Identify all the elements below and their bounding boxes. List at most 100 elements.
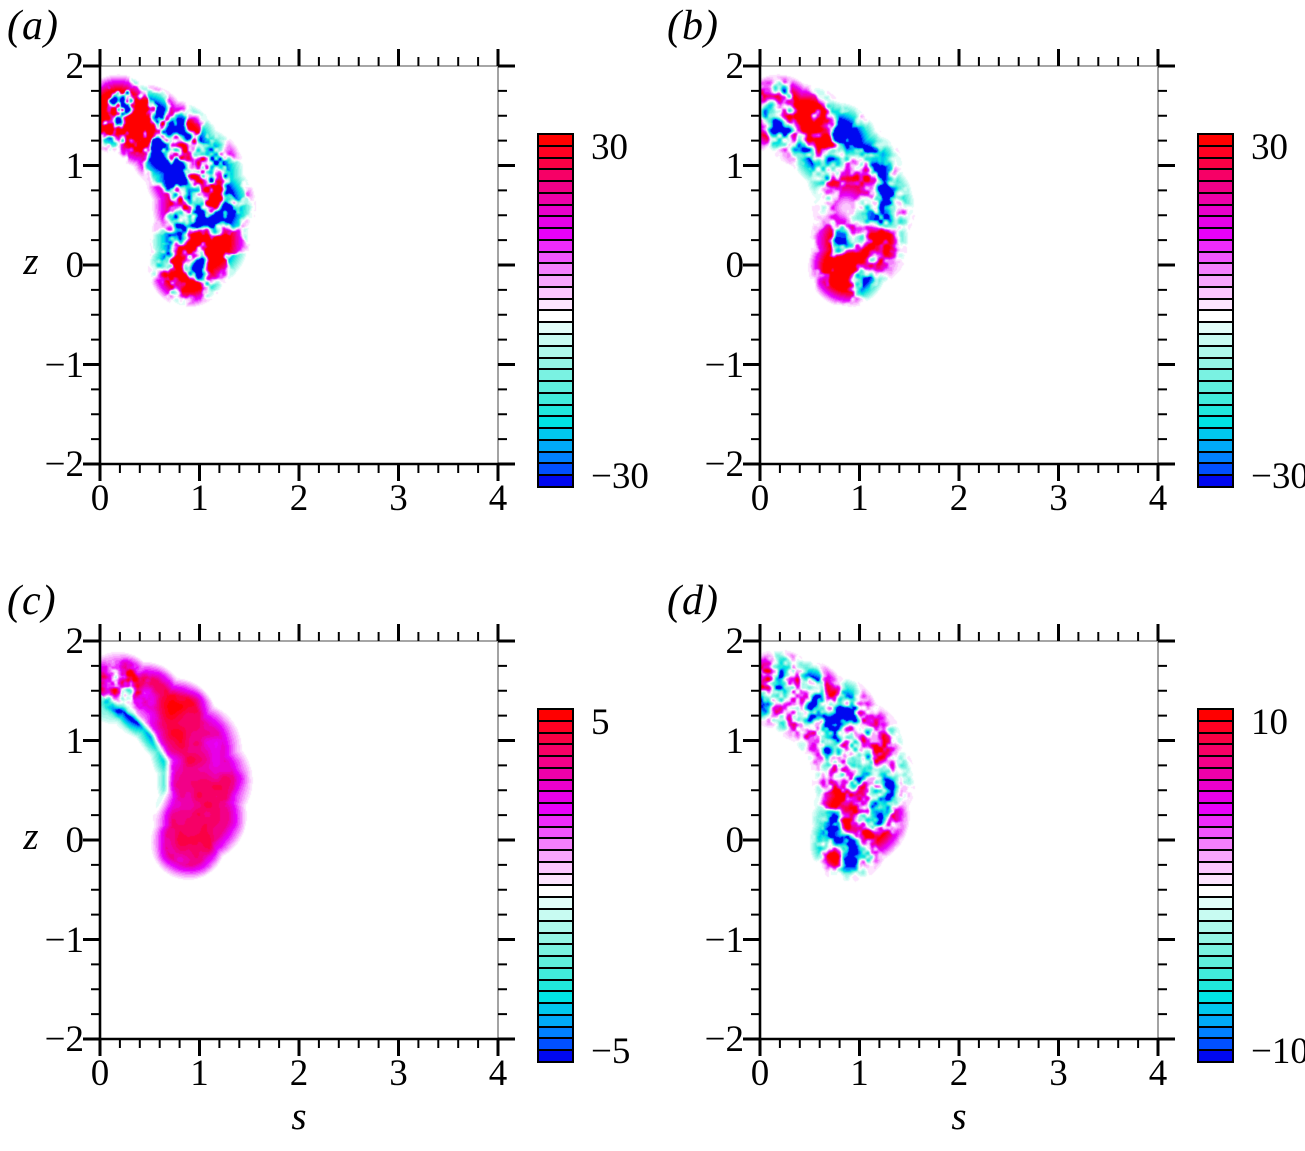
axes-frame-b: [743, 49, 1175, 481]
x-tick-label: 3: [1049, 478, 1068, 519]
colorbar-segment: [1199, 203, 1232, 216]
colorbar-segment: [539, 710, 572, 720]
y-tick-label: −2: [44, 1019, 84, 1060]
x-tick-label: 0: [750, 1053, 770, 1094]
colorbar-segment: [539, 919, 572, 932]
colorbar-segment: [539, 474, 572, 486]
colorbar-segment: [1199, 285, 1232, 298]
y-tick-label: −1: [44, 344, 84, 386]
colorbar-segment: [1199, 778, 1232, 791]
plot-area-b: [743, 49, 1175, 481]
plot-area-c: [83, 624, 515, 1056]
colorbar-segment: [539, 238, 572, 251]
colorbar-segment: [1199, 438, 1232, 451]
colorbar-segment: [1199, 450, 1232, 463]
x-tick-label: 4: [1148, 478, 1168, 519]
contour-field-canvas-c: [100, 641, 498, 1039]
colorbar-segment: [539, 227, 572, 239]
colorbar-segment: [1199, 755, 1232, 767]
panel-letter-d: (d): [667, 578, 719, 624]
colorbar-gradient-a: [537, 133, 574, 488]
colorbar-segment: [1199, 1049, 1232, 1061]
colorbar-segment: [1199, 849, 1232, 861]
colorbar-segment: [539, 297, 572, 310]
y-tick-label: −2: [704, 1019, 744, 1060]
y-axis-label-a: z: [23, 240, 39, 283]
colorbar-segment: [539, 368, 572, 381]
colorbar-segment: [1199, 1025, 1232, 1038]
colorbar-segment: [539, 825, 572, 838]
axes-frame-c: [83, 624, 515, 1056]
colorbar-segment: [539, 719, 572, 732]
colorbar-segment: [1199, 297, 1232, 310]
colorbar-segment: [539, 731, 572, 744]
colorbar-segment: [539, 790, 572, 803]
colorbar-segment: [539, 191, 572, 204]
colorbar-segment: [539, 415, 572, 428]
colorbar-segment: [1199, 719, 1232, 732]
colorbar-segment: [1199, 403, 1232, 416]
y-tick-label: −1: [704, 919, 744, 961]
colorbar-segment: [539, 872, 572, 885]
colorbar-segment: [539, 215, 572, 228]
colorbar-segment: [539, 778, 572, 791]
x-tick-label: 1: [850, 478, 869, 519]
colorbar-segment: [539, 168, 572, 181]
x-tick-label: 4: [488, 478, 508, 519]
colorbar-segment: [539, 144, 572, 157]
colorbar-min-label-a: −30: [591, 456, 649, 497]
colorbar-segment: [1199, 1013, 1232, 1026]
x-tick-label: 3: [1049, 1053, 1068, 1094]
colorbar-segment: [1199, 144, 1232, 157]
x-axis-label-c: s: [291, 1095, 307, 1138]
colorbar-segment: [539, 262, 572, 275]
x-tick-label: 4: [488, 1053, 508, 1094]
colorbar-segment: [539, 462, 572, 475]
colorbar-segment: [539, 285, 572, 298]
colorbar-segment: [539, 156, 572, 169]
colorbar-segment: [1199, 943, 1232, 956]
colorbar-segment: [539, 438, 572, 451]
colorbar-segment: [1199, 966, 1232, 979]
colorbar-segment: [539, 860, 572, 873]
panel-letter-a: (a): [7, 3, 59, 49]
y-axis-label-c: z: [23, 815, 39, 858]
colorbar-segment: [1199, 180, 1232, 192]
colorbar-segment: [1199, 415, 1232, 428]
colorbar-segment: [539, 943, 572, 956]
colorbar-segment: [539, 274, 572, 286]
colorbar-a: 30 −30: [537, 129, 649, 495]
colorbar-segment: [539, 802, 572, 814]
colorbar-segment: [539, 955, 572, 967]
x-tick-label: 2: [289, 1053, 309, 1094]
y-tick-label: 0: [725, 820, 745, 861]
colorbar-min-label-c: −5: [591, 1031, 631, 1072]
colorbar-b: 30 −30: [1197, 129, 1305, 495]
colorbar-segment: [539, 135, 572, 145]
contour-field-canvas-d: [760, 641, 1158, 1039]
contour-field-canvas-a: [100, 66, 498, 464]
y-tick-label: 1: [725, 145, 745, 187]
colorbar-segment: [539, 896, 572, 909]
colorbar-segment: [1199, 380, 1232, 392]
colorbar-gradient-b: [1197, 133, 1234, 488]
colorbar-segment: [539, 908, 572, 920]
x-tick-label: 2: [949, 1053, 969, 1094]
colorbar-segment: [1199, 462, 1232, 475]
colorbar-d: 10 −10: [1197, 704, 1305, 1070]
contour-field-canvas-b: [760, 66, 1158, 464]
colorbar-segment: [539, 884, 572, 897]
panel-letter-b: (b): [667, 3, 719, 49]
colorbar-gradient-d: [1197, 708, 1234, 1063]
y-tick-label: 0: [65, 245, 85, 286]
axes-frame-a: [83, 49, 515, 481]
colorbar-segment: [1199, 978, 1232, 991]
axes-frame-d: [743, 624, 1175, 1056]
colorbar-segment: [539, 813, 572, 826]
colorbar-segment: [1199, 191, 1232, 204]
y-tick-label: 0: [65, 820, 85, 861]
y-tick-label: −2: [44, 444, 84, 485]
colorbar-max-label-a: 30: [591, 127, 628, 168]
colorbar-segment: [1199, 168, 1232, 181]
